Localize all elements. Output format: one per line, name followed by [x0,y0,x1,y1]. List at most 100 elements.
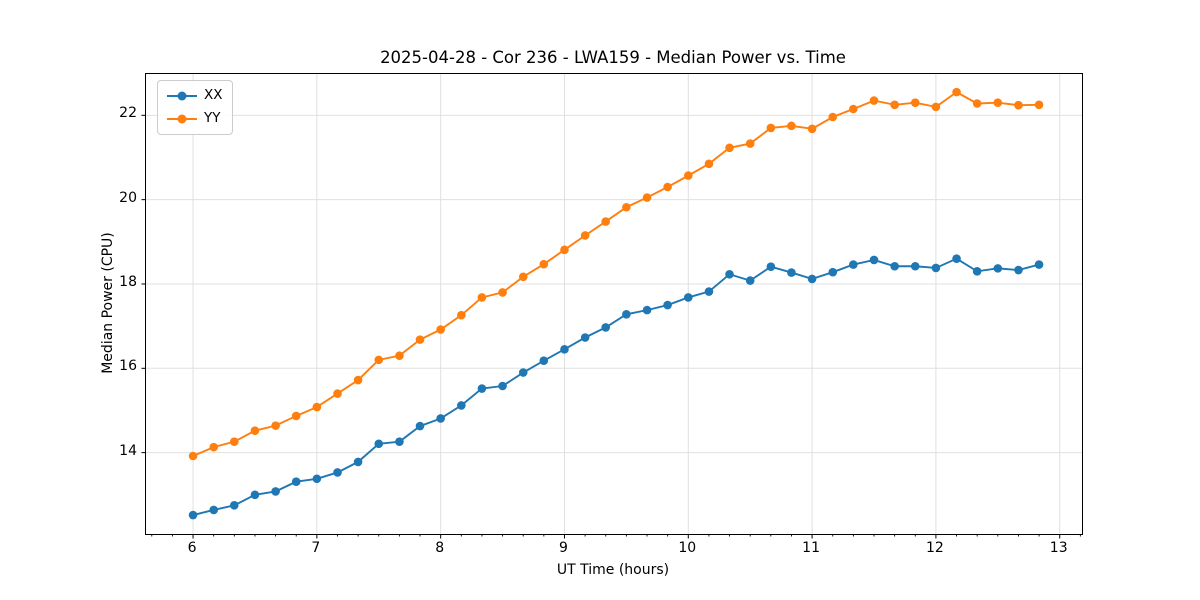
data-point-yy [1034,100,1044,110]
y-tick-label: 16 [119,358,137,375]
data-point-yy [952,87,961,97]
data-point-yy [477,293,487,302]
data-point-xx [807,274,817,284]
x-axis-label: UT Time (hours) [556,562,670,578]
data-point-yy [395,351,404,360]
data-point-yy [931,102,941,112]
data-point-xx [188,510,198,520]
data-point-yy [374,355,384,365]
data-point-xx [787,268,796,277]
data-point-xx [952,254,961,263]
data-point-xx [457,401,466,410]
plot-area: XX YY [141,73,1083,539]
data-point-xx [745,276,755,285]
data-point-xx [601,323,610,332]
x-tick-label: 6 [187,540,197,556]
data-point-xx [1014,265,1023,275]
data-point-yy [972,99,982,108]
data-point-xx [683,293,693,302]
data-point-xx [642,305,652,315]
series-line-yy [192,91,1040,457]
data-point-yy [787,121,796,131]
data-point-yy [291,411,301,421]
data-point-yy [910,98,920,107]
data-point-xx [209,505,219,515]
data-point-xx [395,437,404,446]
data-point-xx [353,457,363,467]
data-point-xx [663,300,672,310]
data-point-yy [560,245,569,255]
data-point-xx [766,262,776,271]
x-tick-label: 7 [311,540,321,556]
data-point-xx [725,269,734,279]
data-point-yy [188,451,198,461]
data-point-yy [869,96,879,105]
data-point-xx [518,368,528,377]
data-point-yy [683,171,693,180]
data-point-yy [333,389,342,398]
data-point-yy [745,139,755,148]
data-point-xx [229,501,239,510]
data-point-xx [622,310,631,319]
data-point-yy [498,288,507,297]
y-tick-label: 20 [119,189,137,206]
data-point-xx [972,267,982,276]
data-point-yy [580,231,590,240]
y-tick-label: 18 [119,273,137,290]
x-tick-label: 13 [1049,540,1068,556]
data-point-yy [353,375,363,385]
data-point-yy [601,217,610,226]
x-tick-label: 9 [559,540,568,556]
data-point-yy [725,143,734,153]
data-point-yy [890,100,899,110]
data-point-xx [1034,260,1044,269]
legend-label: YY [204,110,221,127]
data-point-yy [704,159,714,169]
data-point-xx [291,477,301,487]
data-point-yy [209,442,219,452]
x-tick-label: 8 [435,540,445,556]
legend-item-yy: YY [167,109,223,129]
data-point-yy [250,426,260,436]
legend-label: XX [204,87,223,104]
data-point-yy [457,310,466,320]
data-point-xx [849,260,858,269]
data-point-yy [271,421,280,430]
data-point-yy [436,325,445,334]
data-point-xx [910,261,920,271]
legend-item-xx: XX [167,86,223,106]
data-point-xx [539,356,549,366]
data-point-xx [333,468,342,477]
data-point-xx [477,384,487,393]
data-point-xx [890,261,899,271]
data-point-xx [704,287,714,296]
data-point-xx [271,487,280,496]
data-point-xx [931,263,941,273]
data-point-xx [560,345,569,354]
data-point-yy [312,402,322,412]
data-point-yy [539,259,549,269]
data-point-xx [250,490,260,500]
legend: XX YY [157,80,233,135]
data-point-yy [622,202,631,212]
data-point-yy [415,335,425,344]
data-point-xx [415,421,425,431]
plot-svg [141,74,1082,539]
legend-line-icon [167,118,197,120]
data-point-xx [498,381,507,391]
x-tick-label: 11 [802,540,820,556]
data-point-xx [828,267,838,277]
data-point-yy [828,112,838,122]
data-point-xx [869,255,879,265]
y-axis-label: Median Power (CPU) [100,232,116,374]
data-point-yy [993,98,1003,107]
y-tick-label: 22 [119,105,137,122]
x-tick-label: 12 [925,540,944,556]
data-point-yy [663,182,672,192]
data-point-yy [1014,100,1023,110]
data-point-xx [312,474,322,484]
x-tick-label: 10 [678,540,697,556]
y-tick-label: 14 [119,442,137,459]
chart-title: 2025-04-28 - Cor 236 - LWA159 - Median P… [380,48,846,67]
